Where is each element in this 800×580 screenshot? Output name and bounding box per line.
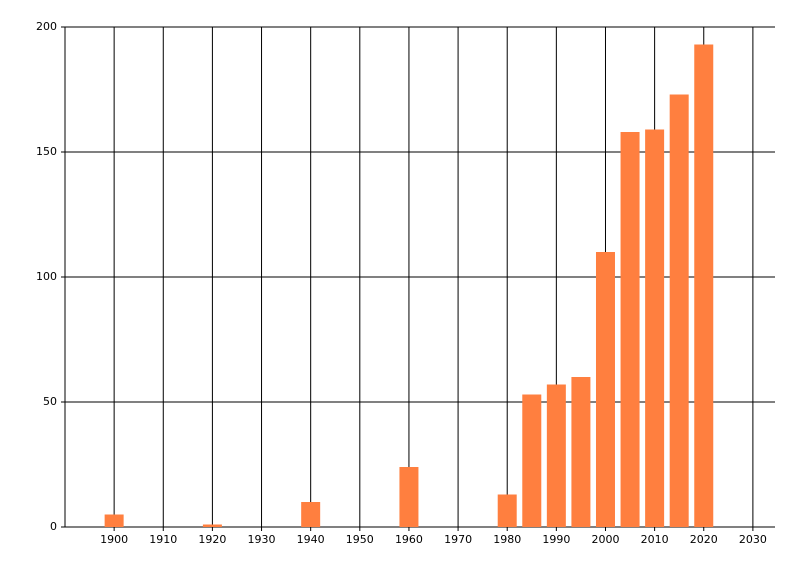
x-tick-label: 2010 [641, 533, 669, 546]
x-tick-label: 1950 [346, 533, 374, 546]
y-tick-label: 100 [36, 270, 57, 283]
x-tick-label: 1920 [198, 533, 226, 546]
bar [546, 384, 566, 527]
bar [620, 132, 640, 527]
bar [645, 129, 665, 527]
y-tick-label: 200 [36, 20, 57, 33]
bar [301, 502, 321, 527]
bar [497, 494, 517, 527]
x-tick-label: 1930 [248, 533, 276, 546]
y-tick-label: 150 [36, 145, 57, 158]
x-tick-label: 2020 [690, 533, 718, 546]
bar [104, 514, 124, 527]
bar [522, 394, 542, 527]
bar [399, 467, 419, 527]
x-tick-label: 1900 [100, 533, 128, 546]
x-tick-label: 2030 [739, 533, 767, 546]
x-tick-label: 1910 [149, 533, 177, 546]
x-tick-label: 1970 [444, 533, 472, 546]
y-tick-label: 0 [50, 520, 57, 533]
bar [694, 44, 714, 527]
x-tick-label: 1990 [542, 533, 570, 546]
bar [571, 377, 591, 527]
bar [669, 94, 689, 527]
y-tick-label: 50 [43, 395, 57, 408]
x-tick-label: 1980 [493, 533, 521, 546]
x-tick-label: 1940 [297, 533, 325, 546]
x-tick-label: 1960 [395, 533, 423, 546]
bar [595, 252, 615, 527]
bar [202, 524, 222, 527]
x-tick-label: 2000 [591, 533, 619, 546]
